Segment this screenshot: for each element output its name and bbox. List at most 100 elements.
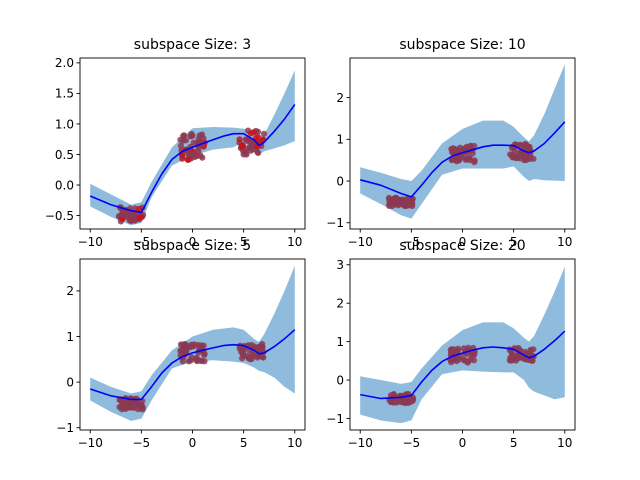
data-point (193, 354, 200, 361)
y-tick-label: −1 (326, 216, 344, 230)
data-point (180, 137, 187, 144)
y-tick-label: 0 (336, 174, 344, 188)
data-point (450, 145, 457, 152)
data-point (118, 211, 125, 218)
x-tick-label: −10 (78, 235, 103, 249)
y-tick-label: 1.5 (55, 87, 74, 101)
data-point (393, 195, 400, 202)
data-point (260, 130, 268, 137)
data-point (196, 138, 203, 145)
data-point (121, 404, 129, 411)
plot-area (89, 70, 296, 226)
y-tick-label: 2.0 (55, 56, 74, 70)
x-tick-label: 0 (189, 436, 197, 450)
subplot-title: subspace Size: 10 (399, 37, 525, 53)
data-point (136, 205, 143, 212)
x-tick-label: 10 (287, 235, 302, 249)
y-tick-label: 2 (336, 91, 344, 105)
data-point (255, 134, 262, 141)
data-point (471, 142, 478, 149)
data-point (397, 399, 404, 406)
x-tick-label: −10 (348, 436, 373, 450)
data-point (527, 346, 534, 354)
y-tick-label: −0.5 (45, 209, 74, 223)
data-point (126, 211, 133, 219)
data-point (181, 132, 188, 139)
data-point (187, 132, 194, 140)
x-tick-label: −5 (403, 235, 421, 249)
data-point (185, 358, 192, 365)
mean-line (359, 121, 566, 198)
data-point (463, 143, 470, 150)
mean-line (360, 330, 566, 400)
x-tick-label: −5 (133, 235, 151, 249)
y-tick-label: 1 (66, 330, 74, 344)
y-tick-label: 1.0 (55, 117, 74, 131)
subplot-title: subspace Size: 20 (399, 238, 525, 254)
data-point (389, 398, 396, 405)
mean-line (89, 103, 296, 214)
data-point (177, 142, 184, 149)
data-point (456, 144, 464, 151)
data-point (247, 130, 254, 137)
x-tick-label: 0 (459, 436, 467, 450)
data-point (387, 392, 394, 399)
x-tick-label: −5 (403, 436, 421, 450)
x-tick-label: 0 (189, 235, 197, 249)
data-point (139, 406, 146, 413)
data-point (461, 356, 468, 363)
plot-area (359, 64, 566, 219)
data-point (467, 356, 474, 363)
data-point (255, 149, 262, 156)
y-tick-label: 2 (336, 296, 344, 310)
y-tick-label: 3 (336, 258, 344, 272)
data-point (190, 343, 197, 350)
data-point (131, 217, 138, 224)
data-point (448, 347, 456, 354)
data-point (527, 152, 534, 159)
y-tick-label: −1 (56, 421, 74, 435)
data-point (239, 350, 246, 357)
data-point (119, 216, 126, 223)
y-tick-label: 2 (66, 284, 74, 298)
data-point (181, 344, 188, 351)
y-tick-label: 0 (66, 375, 74, 389)
x-tick-label: 5 (240, 436, 248, 450)
y-tick-label: 1 (336, 335, 344, 349)
data-point (248, 356, 255, 363)
uncertainty-band (360, 64, 565, 219)
data-point (236, 136, 243, 143)
data-point (242, 136, 249, 143)
data-point (409, 202, 416, 210)
data-point (191, 153, 198, 161)
data-point (259, 344, 266, 351)
data-point (404, 398, 411, 405)
x-tick-label: 10 (287, 436, 302, 450)
y-tick-label: 1 (336, 133, 344, 147)
x-tick-label: −10 (78, 436, 103, 450)
subplot-1: −10 −5 0 5 10 −0.5 0.0 0.5 1.0 1.5 2.0 subspace Siz… (45, 37, 306, 249)
data-point (185, 156, 192, 163)
data-point (179, 358, 186, 365)
data-point (508, 356, 515, 364)
data-point (198, 357, 205, 365)
data-point (243, 151, 250, 158)
data-point (136, 216, 143, 223)
x-tick-label: 10 (557, 436, 572, 450)
y-tick-label: 0 (336, 373, 344, 387)
subplot-title: subspace Size: 5 (134, 238, 251, 254)
data-point (248, 140, 255, 147)
x-tick-label: 10 (557, 235, 572, 249)
data-point (509, 351, 516, 358)
data-point (466, 156, 473, 164)
mean-line (89, 329, 296, 401)
x-tick-label: 0 (459, 235, 467, 249)
y-tick-label: −1 (326, 412, 344, 426)
x-tick-label: −10 (348, 235, 373, 249)
plot-area (89, 265, 296, 421)
x-tick-label: 5 (510, 235, 518, 249)
data-point (199, 154, 206, 161)
x-tick-label: 5 (510, 436, 518, 450)
